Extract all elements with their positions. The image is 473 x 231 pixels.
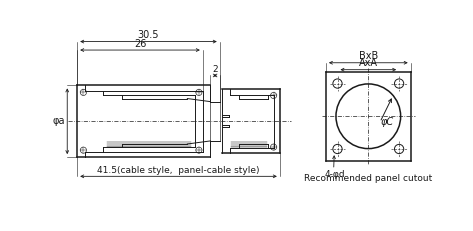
Text: 26: 26	[134, 39, 146, 49]
Text: 30.5: 30.5	[138, 30, 159, 40]
Text: 41.5(cable style,  panel-cable style): 41.5(cable style, panel-cable style)	[97, 166, 260, 175]
Text: 2: 2	[212, 65, 218, 74]
Text: φC: φC	[381, 117, 394, 128]
Text: Recommended panel cutout: Recommended panel cutout	[304, 174, 432, 183]
Text: φa: φa	[53, 116, 65, 126]
Text: BxB: BxB	[359, 51, 378, 61]
Text: 4-φd: 4-φd	[324, 170, 345, 179]
Text: AxA: AxA	[359, 58, 378, 68]
